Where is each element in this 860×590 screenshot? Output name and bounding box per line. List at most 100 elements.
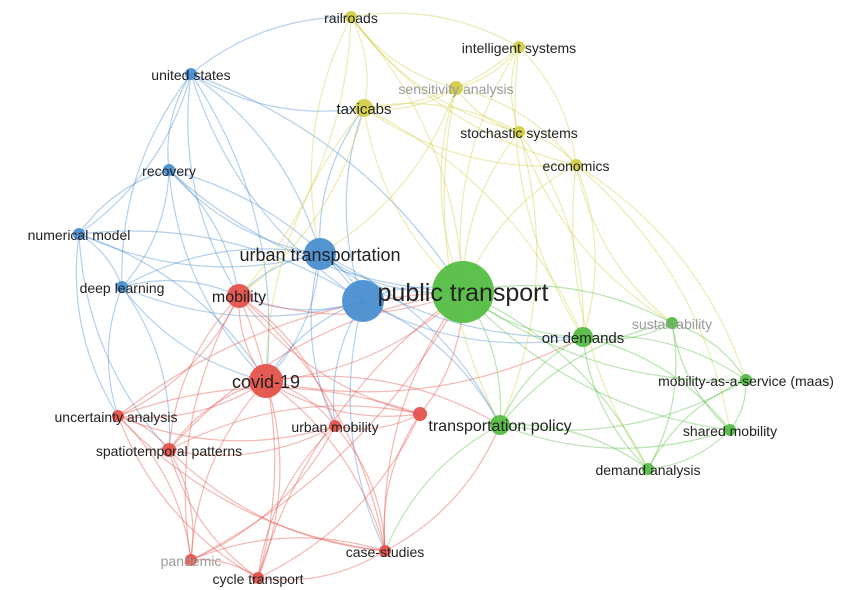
link-pandemic-public-transport bbox=[190, 291, 464, 561]
node-pandemic[interactable] bbox=[185, 554, 197, 566]
node-deep-learning[interactable] bbox=[116, 281, 128, 293]
link-stochastic-systems-sustainability bbox=[518, 131, 673, 324]
link-united-states-taxicabs bbox=[190, 73, 365, 112]
link-sustainability-shared-mobility bbox=[671, 322, 731, 431]
link-sensitivity-analysis-economics bbox=[455, 87, 577, 166]
link-public-transport-shared-mobility bbox=[462, 291, 731, 431]
link-covid-19-transportation-policy bbox=[265, 375, 501, 426]
link-sustainability-transportation-policy bbox=[499, 322, 673, 426]
label-mobility-as-a-service: mobility-as-a-service (maas) bbox=[658, 373, 834, 389]
link-covid-19-pandemic bbox=[190, 380, 267, 561]
label-taxicabs: taxicabs bbox=[336, 101, 391, 118]
link-public-transport-hub-on-demands bbox=[362, 300, 584, 344]
node-public-transport[interactable] bbox=[432, 261, 494, 323]
label-intelligent-systems: intelligent systems bbox=[462, 40, 576, 56]
link-numerical-model-deep-learning bbox=[78, 233, 123, 288]
node-stochastic-systems[interactable] bbox=[513, 126, 525, 138]
link-urban-transportation-covid-19 bbox=[265, 253, 321, 382]
node-covid-19[interactable] bbox=[249, 364, 283, 398]
link-public-transport-mobility-as-a-service bbox=[462, 291, 747, 382]
link-railroads-intelligent-systems bbox=[350, 12, 520, 48]
node-cycle-transport[interactable] bbox=[252, 572, 264, 584]
link-intelligent-systems-on-demands bbox=[514, 46, 584, 338]
label-public-transport: public transport bbox=[378, 279, 549, 307]
link-united-states-public-transport-hub bbox=[190, 73, 364, 302]
network-nodes bbox=[73, 11, 752, 584]
node-recovery[interactable] bbox=[163, 164, 175, 176]
node-demand-analysis[interactable] bbox=[642, 463, 654, 475]
node-sensitivity-analysis[interactable] bbox=[449, 81, 463, 95]
label-united-states: united states bbox=[151, 67, 230, 83]
link-recovery-covid-19 bbox=[168, 169, 267, 382]
label-railroads: railroads bbox=[324, 10, 378, 26]
label-economics: economics bbox=[543, 158, 610, 174]
link-intelligent-systems-stochastic-systems bbox=[510, 46, 520, 133]
link-stochastic-systems-economics bbox=[518, 131, 577, 166]
node-sustainability[interactable] bbox=[666, 317, 678, 329]
label-urban-transportation: urban transportation bbox=[239, 245, 400, 265]
link-urban-transportation-on-demands bbox=[319, 253, 584, 338]
node-economics[interactable] bbox=[570, 159, 582, 171]
node-railroads[interactable] bbox=[345, 11, 357, 23]
link-mobility-pandemic bbox=[184, 295, 240, 561]
node-shared-mobility[interactable] bbox=[724, 424, 736, 436]
link-railroads-public-transport bbox=[350, 16, 464, 293]
link-urban-transportation-urban-mobility bbox=[310, 253, 336, 427]
node-public-transport-hub[interactable] bbox=[342, 280, 384, 322]
link-transportation-policy-demand-analysis bbox=[499, 424, 649, 470]
node-mobility[interactable] bbox=[227, 284, 251, 308]
label-demand-analysis: demand analysis bbox=[595, 462, 700, 478]
node-spatiotemporal-patterns[interactable] bbox=[162, 443, 176, 457]
label-spatiotemporal-patterns: spatiotemporal patterns bbox=[96, 443, 242, 459]
node-united-states[interactable] bbox=[185, 68, 197, 80]
link-public-transport-demand-analysis bbox=[462, 291, 649, 470]
link-economics-mobility-as-a-service bbox=[575, 164, 747, 381]
node-transport-red[interactable] bbox=[413, 407, 427, 421]
link-recovery-urban-transportation bbox=[168, 169, 321, 255]
node-taxicabs[interactable] bbox=[355, 99, 373, 117]
node-case-studies[interactable] bbox=[379, 545, 391, 557]
node-mobility-as-a-service[interactable] bbox=[740, 374, 752, 386]
link-sustainability-demand-analysis bbox=[647, 322, 677, 470]
link-on-demands-transportation-policy bbox=[499, 336, 584, 426]
link-railroads-mobility bbox=[238, 16, 352, 297]
node-urban-mobility[interactable] bbox=[329, 420, 341, 432]
link-intelligent-systems-taxicabs bbox=[363, 46, 520, 109]
link-spatiotemporal-patterns-pandemic bbox=[168, 449, 194, 561]
link-united-states-railroads bbox=[190, 16, 352, 75]
link-uncertainty-analysis-urban-mobility bbox=[117, 415, 336, 442]
node-urban-transportation[interactable] bbox=[304, 238, 336, 270]
link-recovery-public-transport-hub bbox=[168, 169, 364, 302]
link-uncertainty-analysis-case-studies bbox=[117, 415, 386, 552]
link-recovery-numerical-model bbox=[78, 169, 170, 235]
link-recovery-deep-learning bbox=[121, 169, 170, 288]
link-united-states-covid-19 bbox=[190, 73, 270, 382]
label-shared-mobility: shared mobility bbox=[683, 423, 777, 439]
link-deep-learning-public-transport-hub bbox=[121, 286, 364, 317]
link-mobility-transport-red bbox=[238, 295, 421, 415]
node-uncertainty-analysis[interactable] bbox=[112, 410, 124, 422]
link-spatiotemporal-patterns-case-studies bbox=[168, 449, 386, 552]
node-intelligent-systems[interactable] bbox=[513, 41, 525, 53]
link-on-demands-mobility-as-a-service bbox=[582, 335, 747, 381]
link-covid-19-uncertainty-analysis bbox=[117, 380, 267, 419]
link-deep-learning-urban-transportation bbox=[121, 248, 321, 288]
link-case-studies-cycle-transport bbox=[257, 550, 386, 581]
link-united-states-numerical-model bbox=[78, 73, 192, 235]
network-labels: united states recovery numerical model deep… bbox=[28, 10, 834, 587]
link-taxicabs-stochastic-systems bbox=[363, 102, 520, 133]
link-economics-demand-analysis bbox=[572, 164, 649, 470]
node-numerical-model[interactable] bbox=[73, 228, 85, 240]
link-urban-transportation-transportation-policy bbox=[319, 253, 501, 426]
link-spatiotemporal-patterns-urban-mobility bbox=[168, 425, 336, 456]
link-railroads-sensitivity-analysis bbox=[350, 16, 457, 89]
node-transportation-policy[interactable] bbox=[490, 415, 510, 435]
label-urban-mobility: urban mobility bbox=[291, 419, 378, 435]
link-united-states-recovery bbox=[167, 73, 192, 171]
link-recovery-mobility bbox=[168, 169, 240, 297]
link-stochastic-systems-on-demands bbox=[518, 131, 584, 338]
link-case-studies-pandemic bbox=[190, 537, 386, 561]
node-on-demands[interactable] bbox=[573, 327, 593, 347]
link-numerical-model-public-transport-hub bbox=[78, 230, 364, 302]
link-covid-19-on-demands bbox=[265, 336, 584, 393]
